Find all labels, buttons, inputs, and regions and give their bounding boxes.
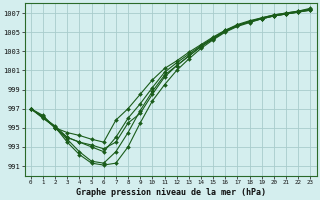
X-axis label: Graphe pression niveau de la mer (hPa): Graphe pression niveau de la mer (hPa) xyxy=(76,188,266,197)
